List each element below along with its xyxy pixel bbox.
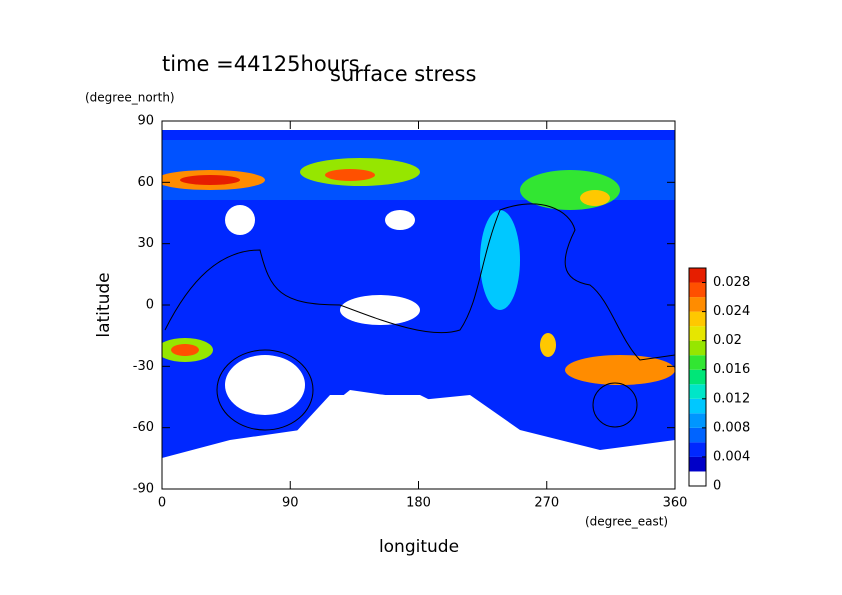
colorbar-band: [689, 471, 706, 486]
x-axis-label: longitude: [379, 537, 459, 557]
y-tick-label: -60: [133, 420, 154, 435]
y-tick-label: 30: [137, 236, 154, 251]
x-tick-label: 0: [158, 496, 166, 511]
colorbar-tick-label: 0.02: [713, 333, 742, 348]
colorbar-band: [689, 398, 706, 414]
colorbar-band: [689, 369, 706, 385]
colorbar-band: [689, 282, 706, 298]
colorbar-band: [689, 297, 706, 312]
colorbar-tick-label: 0.004: [713, 449, 750, 464]
x-unit: (degree_east): [585, 515, 668, 529]
colorbar-band: [689, 413, 706, 428]
y-tick-label: -30: [133, 359, 154, 374]
colorbar-band: [689, 442, 706, 457]
colorbar-tick-label: 0.008: [713, 420, 750, 435]
y-tick-label: 90: [137, 114, 154, 129]
x-tick-label: 180: [406, 496, 431, 511]
colorbar-band: [689, 427, 706, 443]
y-unit: (degree_north): [85, 91, 175, 105]
colorbar-band: [689, 311, 706, 327]
colorbar-tick-label: 0.012: [713, 391, 750, 406]
chart-title: surface stress: [330, 62, 476, 86]
colorbar-tick-label: 0.016: [713, 362, 750, 377]
colorbar-tick-label: 0.028: [713, 275, 750, 290]
colorbar-band: [689, 340, 706, 356]
x-tick-label: 360: [663, 496, 688, 511]
colorbar-band: [689, 384, 706, 399]
colorbar-band: [689, 355, 706, 370]
colorbar-tick-label: 0.024: [713, 304, 750, 319]
contour-field: [162, 130, 675, 489]
colorbar-band: [689, 456, 706, 472]
colorbar-band: [689, 268, 706, 283]
colorbar-tick-label: 0: [713, 479, 721, 494]
y-tick-label: 0: [146, 298, 154, 313]
y-tick-label: 60: [137, 175, 154, 190]
y-axis-label: latitude: [94, 272, 114, 337]
x-tick-label: 90: [282, 496, 299, 511]
x-tick-label: 270: [534, 496, 559, 511]
y-tick-label: -90: [133, 482, 154, 497]
colorbar-band: [689, 326, 706, 341]
subtitle: time =44125hours: [162, 52, 360, 76]
colorbar-frame: [688, 267, 707, 487]
